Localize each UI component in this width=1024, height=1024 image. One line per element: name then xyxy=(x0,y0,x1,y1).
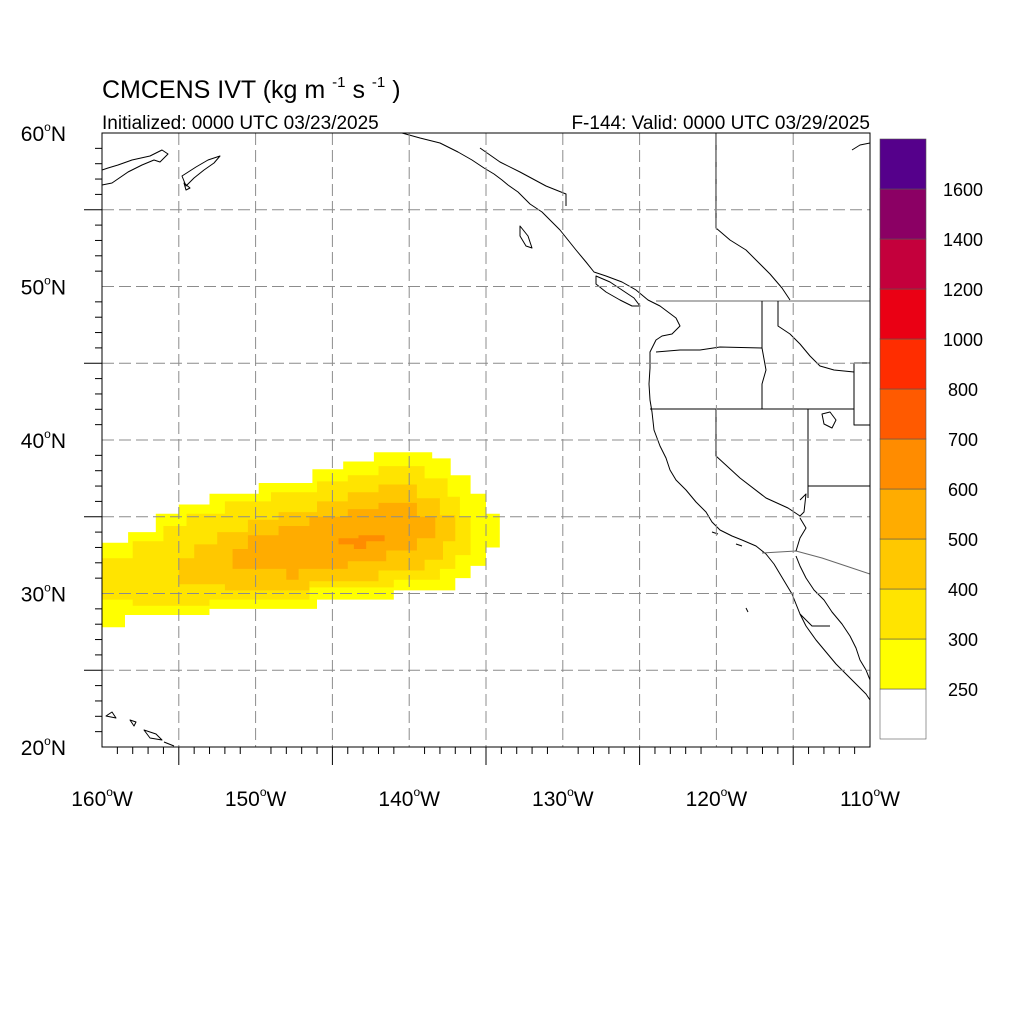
alaska-canada-border xyxy=(479,147,567,206)
baja-gulf-coast xyxy=(795,555,870,681)
haida-gwaii xyxy=(519,225,533,249)
ivt-contour-level-5 xyxy=(338,535,385,549)
init-label: Initialized: 0000 UTC 03/23/2025 xyxy=(102,113,379,134)
guadalupe-island xyxy=(745,607,749,613)
asia-coastline xyxy=(102,149,169,186)
title-model: CMCENS xyxy=(102,76,210,104)
title-units-exp2: -1 xyxy=(372,74,385,91)
hawaii-island-2 xyxy=(129,719,137,727)
colorbar-swatch xyxy=(879,188,927,240)
axis-ticks xyxy=(84,147,856,765)
colorbar-label: 250 xyxy=(948,680,978,700)
valid-label: F-144: Valid: 0000 UTC 03/29/2025 xyxy=(571,113,870,134)
lat-label: 60oN xyxy=(21,120,66,146)
lon-label: 140oW xyxy=(378,785,440,811)
colorbar-swatch xyxy=(879,588,927,640)
colorbar-swatch xyxy=(879,338,927,390)
colorbar-swatch xyxy=(879,488,927,540)
alberta-bc-border xyxy=(715,133,791,301)
us-mexico-border xyxy=(761,550,870,575)
colorbar-label: 1600 xyxy=(943,180,983,200)
colorbar-swatch xyxy=(879,438,927,490)
title-units-exp1: -1 xyxy=(332,74,345,91)
map-title: CMCENS IVT (kg m -1 s -1 ) xyxy=(102,65,401,104)
lon-label: 110oW xyxy=(840,785,900,811)
ivt-contour-level-4 xyxy=(232,502,436,580)
hawaii-island-4 xyxy=(163,741,175,747)
colorbar-swatch xyxy=(879,288,927,340)
colorbar: 250 300 400 500 600 700 800 1000 1200 1400 1600 xyxy=(879,138,983,740)
colorbar-swatch xyxy=(879,638,927,690)
lat-label: 40oN xyxy=(21,427,66,453)
title-units-open: (kg m xyxy=(263,76,326,104)
colorbar-label: 300 xyxy=(948,630,978,650)
aleutian-island-2 xyxy=(183,182,191,191)
colorbar-label: 400 xyxy=(948,580,978,600)
colorbar-label: 1200 xyxy=(943,280,983,300)
colorbar-label: 500 xyxy=(948,530,978,550)
washington-oregon-border xyxy=(655,346,763,353)
colorbar-label: 1000 xyxy=(943,330,983,350)
graticule xyxy=(102,133,870,747)
lat-label: 30oN xyxy=(21,581,66,607)
colorbar-label: 800 xyxy=(948,380,978,400)
hawaii-island-1 xyxy=(105,711,117,719)
colorado-river xyxy=(799,493,807,517)
arizona-border xyxy=(795,517,807,552)
title-units-s: s xyxy=(352,76,365,104)
channel-islands xyxy=(711,531,743,547)
title-units-close: ) xyxy=(392,76,400,104)
map-panel xyxy=(84,132,871,765)
colorbar-swatch xyxy=(879,388,927,440)
coastlines-and-borders xyxy=(102,133,870,747)
great-salt-lake xyxy=(821,411,837,429)
idaho-montana-border xyxy=(777,301,855,373)
lat-label: 20oN xyxy=(21,734,66,760)
colorbar-label: 1400 xyxy=(943,230,983,250)
ivt-field-layer xyxy=(102,452,500,628)
colorbar-swatch xyxy=(879,138,927,190)
lon-label: 160oW xyxy=(71,785,133,811)
hawaii-island-3 xyxy=(143,729,163,741)
sonora-border xyxy=(799,613,830,627)
oregon-idaho-border xyxy=(761,347,767,409)
lon-label: 120oW xyxy=(686,785,748,811)
lat-label: 50oN xyxy=(21,274,66,300)
colorbar-swatch xyxy=(879,538,927,590)
longitude-labels: 160oW 150oW 140oW 130oW 120oW 110oW xyxy=(71,785,900,811)
colorbar-label: 700 xyxy=(948,430,978,450)
latitude-labels: 60oN 50oN 40oN 30oN 20oN xyxy=(21,120,66,760)
colorbar-label: 600 xyxy=(948,480,978,500)
lon-label: 130oW xyxy=(532,785,594,811)
colorbar-swatch xyxy=(879,688,927,740)
north-america-coastline xyxy=(401,133,870,701)
title-variable: IVT xyxy=(217,76,256,104)
aleutian-island-1 xyxy=(181,155,221,187)
lon-label: 150oW xyxy=(225,785,287,811)
alaska-arc xyxy=(851,142,870,151)
colorbar-swatch xyxy=(879,238,927,290)
